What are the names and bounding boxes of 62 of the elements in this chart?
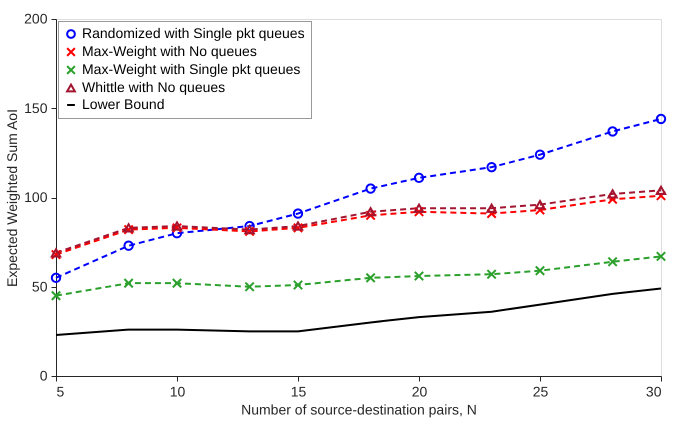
point [123,224,134,235]
point [292,221,304,231]
point [486,269,497,280]
point [534,266,546,276]
y-tick-label: 0 [40,368,48,384]
point [123,223,134,232]
y-tick-label: 100 [24,189,48,205]
x-tick-label: 20 [412,384,428,400]
x-tick-label: 15 [290,384,306,400]
point [607,194,618,204]
point [414,206,424,217]
point [656,114,666,124]
point [414,204,424,213]
point [172,278,182,288]
x-tick-label: 30 [646,384,662,400]
x-tick-label: 10 [170,384,186,400]
point [244,220,255,232]
point [534,204,546,216]
point [292,222,304,234]
point [50,249,62,260]
point [123,278,134,288]
point [50,290,62,301]
point [486,162,497,172]
legend-label: Randomized with Single pkt queues [82,25,305,41]
point [486,204,497,213]
point [365,183,376,194]
x-tick-label: 25 [532,384,548,400]
point [607,256,618,267]
point [292,208,304,219]
point [607,189,618,199]
point [244,282,255,292]
y-axis-title: Expected Weighted Sum AoI [4,109,20,287]
point [486,208,497,219]
line-series [55,288,662,336]
legend-label: Lower Bound [82,96,165,112]
point [656,186,666,195]
point [244,225,255,234]
point [123,240,134,251]
point [172,221,182,231]
point [365,210,376,221]
y-tick-label: 150 [24,100,48,116]
y-tick-label: 200 [24,10,48,26]
legend-label: Max-Weight with No queues [82,43,257,59]
point [656,190,666,201]
point [50,248,62,258]
point [244,226,255,237]
point [50,272,62,283]
point [656,251,666,262]
point [414,172,424,184]
x-tick-label: 5 [56,384,64,400]
point [534,200,546,210]
x-axis-title: Number of source-destination pairs, N [241,402,477,418]
point [607,126,618,137]
point [414,270,424,282]
y-tick-label: 50 [32,278,48,294]
point [172,222,182,234]
legend-label: Max-Weight with Single pkt queues [82,61,300,77]
legend-label: Whittle with No queues [82,79,226,95]
point [365,272,376,284]
point [534,149,546,160]
point [365,207,376,216]
point [292,280,304,290]
